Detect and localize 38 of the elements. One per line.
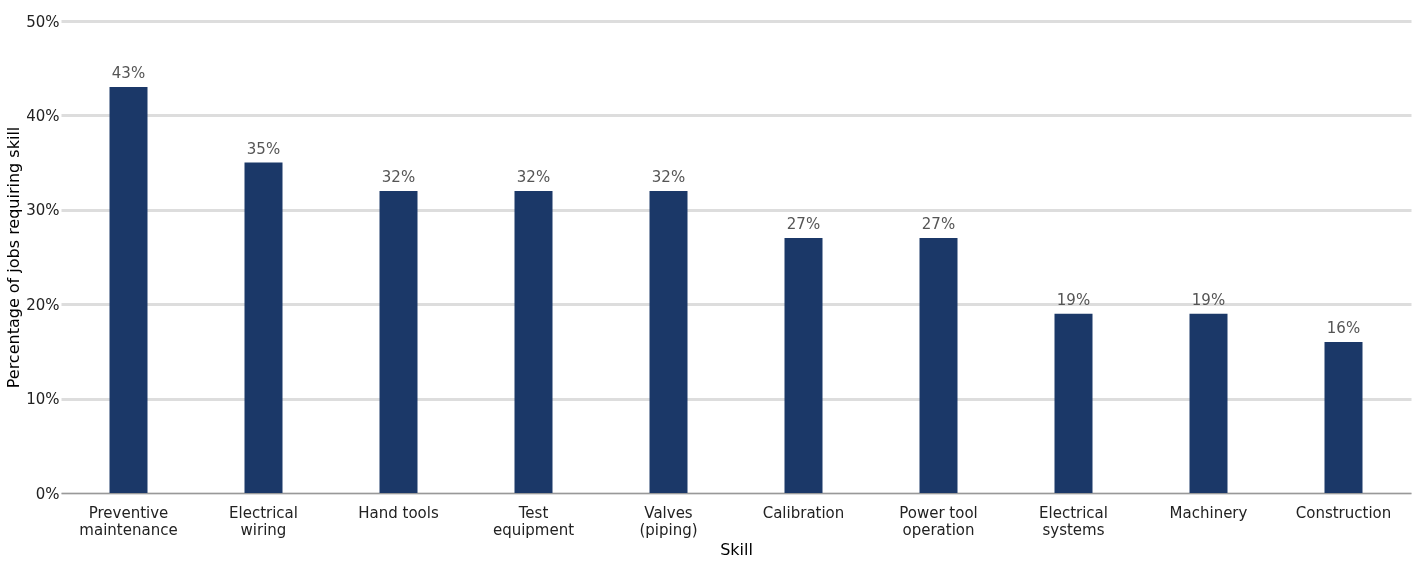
data-label: 27% [786,215,821,234]
data-label: 35% [246,139,281,158]
bar [1054,313,1093,493]
x-tick-label: Power tool operation [899,503,978,539]
data-label: 32% [516,167,551,186]
x-tick-label: Electrical wiring [229,503,298,539]
x-tick-label: Hand tools [358,503,439,522]
x-tick-label: Machinery [1169,503,1248,522]
bar [109,87,148,493]
data-label: 43% [111,64,146,83]
data-label: 32% [381,167,416,186]
data-label: 32% [651,167,686,186]
y-tick-label: 20% [26,295,60,314]
bar [784,238,823,493]
x-tick-label: Valves (piping) [639,503,698,539]
bar [1324,341,1363,493]
y-axis-title: Percentage of jobs requiring skill [4,126,24,389]
x-tick-label: Test equipment [492,503,575,539]
x-tick-label: Electrical systems [1039,503,1108,539]
y-tick-label: 0% [35,484,60,503]
y-tick-label: 10% [26,390,60,409]
data-label: 19% [1191,290,1226,309]
bar [514,190,553,493]
y-tick-label: 30% [26,201,60,220]
data-label: 16% [1326,318,1361,337]
bar [919,238,958,493]
bar [379,190,418,493]
x-tick-label: Calibration [762,503,845,522]
x-axis-title: Skill [720,539,753,559]
y-tick-label: 40% [26,106,60,125]
x-tick-label: Preventive maintenance [79,503,178,539]
bar [1189,313,1228,493]
data-label: 19% [1056,290,1091,309]
x-tick-label: Construction [1295,503,1392,522]
data-label: 27% [921,215,956,234]
bar [649,190,688,493]
bar [244,162,283,493]
y-tick-label: 50% [26,12,60,31]
